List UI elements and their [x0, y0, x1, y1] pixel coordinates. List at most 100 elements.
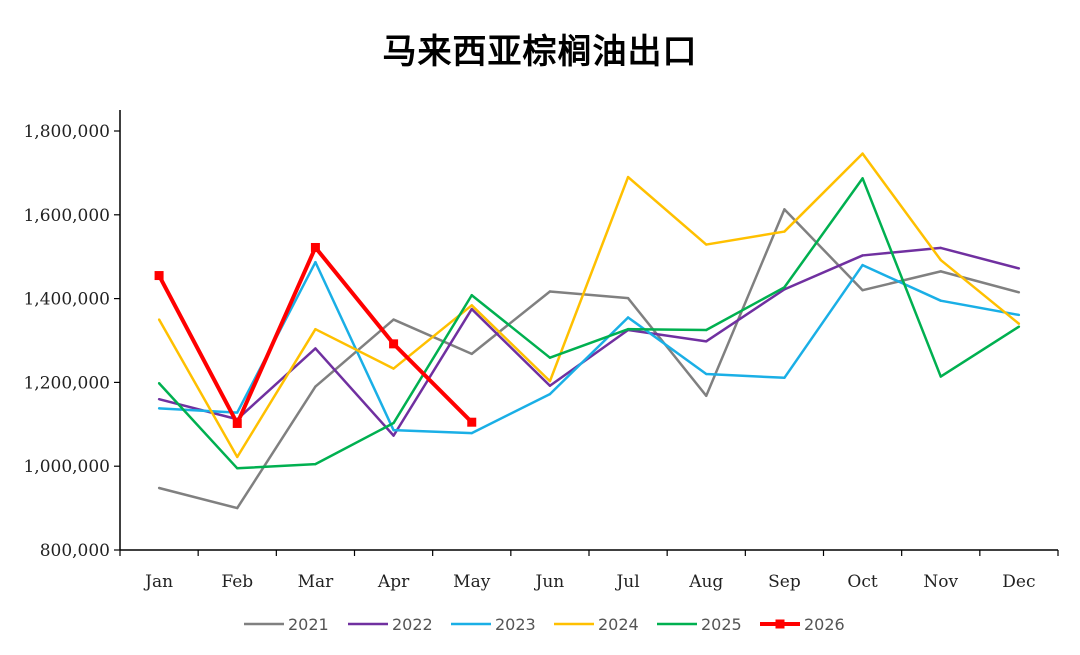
- data-point-2021: [157, 486, 161, 490]
- data-point-2025: [939, 375, 942, 378]
- data-point-2021: [236, 506, 239, 510]
- legend-label: 2025: [701, 615, 742, 634]
- data-point-2025: [1017, 325, 1021, 328]
- data-point-2024: [392, 367, 395, 370]
- data-point-2025: [314, 462, 317, 466]
- legend-label: 2024: [598, 615, 639, 634]
- legend-label: 2022: [392, 615, 433, 634]
- data-point-2025: [861, 177, 864, 180]
- data-point-2025: [236, 467, 239, 470]
- data-point-2026: [232, 418, 242, 428]
- data-point-2023: [626, 316, 630, 319]
- data-point-2024: [705, 243, 708, 246]
- x-tick-label: Dec: [1002, 572, 1035, 592]
- data-point-2021: [392, 318, 395, 321]
- data-point-2025: [548, 356, 552, 359]
- data-point-2024: [861, 152, 864, 155]
- y-tick-label: 800,000: [40, 541, 110, 561]
- y-tick-label: 1,000,000: [23, 457, 110, 477]
- x-tick-label: Mar: [298, 572, 335, 592]
- series-2023: [157, 260, 1021, 435]
- series-2022: [157, 246, 1021, 437]
- data-point-2026: [389, 339, 399, 349]
- data-point-2023: [783, 376, 786, 379]
- data-point-2025: [626, 327, 630, 331]
- data-point-2025: [392, 421, 395, 425]
- data-point-2025: [157, 382, 161, 385]
- series-layer: [154, 152, 1021, 510]
- data-point-2023: [236, 411, 239, 414]
- data-point-2023: [548, 392, 552, 396]
- data-point-2023: [392, 428, 395, 432]
- data-point-2026: [467, 417, 477, 427]
- data-point-2023: [157, 407, 161, 410]
- data-point-2022: [314, 347, 317, 350]
- x-tick-label: Jul: [614, 572, 639, 592]
- data-point-2024: [314, 327, 317, 331]
- y-tick-label: 1,400,000: [23, 290, 110, 310]
- data-point-2022: [939, 246, 942, 250]
- x-tick-label: Jun: [534, 572, 565, 592]
- data-point-2023: [705, 372, 708, 376]
- data-point-2024: [783, 230, 786, 233]
- series-line-2021: [158, 208, 1020, 510]
- x-tick-label: Jan: [143, 572, 173, 592]
- data-point-2024: [626, 175, 630, 179]
- data-point-2021: [1017, 291, 1021, 294]
- x-tick-label: Nov: [923, 572, 958, 592]
- data-point-2021: [548, 290, 552, 293]
- legend-item-2022: 2022: [348, 615, 433, 634]
- series-line-2022: [158, 246, 1020, 437]
- data-point-2023: [939, 299, 942, 302]
- data-point-2025: [783, 286, 786, 289]
- series-2026: [154, 242, 477, 428]
- data-point-2021: [626, 296, 630, 300]
- legend-item-2023: 2023: [451, 615, 536, 634]
- x-tick-label: Apr: [377, 572, 410, 592]
- data-point-2023: [861, 263, 864, 267]
- data-point-2022: [1017, 267, 1021, 270]
- series-2021: [157, 208, 1021, 510]
- data-point-2024: [470, 304, 473, 307]
- x-tick-label: Aug: [688, 572, 723, 592]
- series-line-2024: [157, 152, 1020, 459]
- data-point-2024: [157, 318, 161, 321]
- legend-item-2021: 2021: [244, 615, 329, 634]
- data-point-2022: [548, 384, 552, 387]
- chart-axes: 800,000 1,000,000 1,200,000 1,400,000 1,600,…: [23, 110, 1059, 592]
- data-point-2023: [1017, 313, 1021, 317]
- legend-label: 2026: [804, 615, 845, 634]
- legend-item-2026: 2026: [760, 615, 845, 634]
- data-point-2024: [548, 379, 552, 383]
- x-tick-label: Feb: [221, 572, 253, 592]
- y-tick-label: 1,600,000: [23, 206, 110, 226]
- x-tick-label: Oct: [847, 572, 877, 592]
- legend-label: 2021: [288, 615, 329, 634]
- series-line-2026: [157, 245, 474, 426]
- data-point-2021: [470, 352, 473, 356]
- data-point-2023: [314, 260, 317, 264]
- data-point-2022: [861, 254, 864, 257]
- series-line-2025: [158, 177, 1020, 470]
- data-point-2021: [939, 270, 942, 273]
- data-point-2025: [705, 328, 708, 332]
- x-tick-label: Sep: [768, 572, 801, 592]
- chart-title: 马来西亚棕榈油出口: [382, 32, 698, 72]
- data-point-2024: [236, 455, 239, 459]
- data-point-2022: [705, 340, 708, 343]
- data-point-2021: [314, 385, 317, 388]
- y-tick-label: 1,200,000: [23, 373, 110, 393]
- data-point-2026: [154, 271, 164, 281]
- legend-item-2025: 2025: [657, 615, 742, 634]
- data-point-2025: [470, 294, 473, 297]
- legend-marker: [775, 619, 785, 629]
- data-point-2021: [705, 394, 708, 398]
- data-point-2022: [392, 434, 395, 437]
- data-point-2023: [470, 431, 473, 435]
- legend: 2021 2022 2023 2024 2025 2026: [244, 615, 845, 634]
- data-point-2021: [861, 289, 864, 292]
- x-tick-label: May: [453, 572, 491, 592]
- legend-label: 2023: [495, 615, 536, 634]
- series-2024: [157, 152, 1021, 459]
